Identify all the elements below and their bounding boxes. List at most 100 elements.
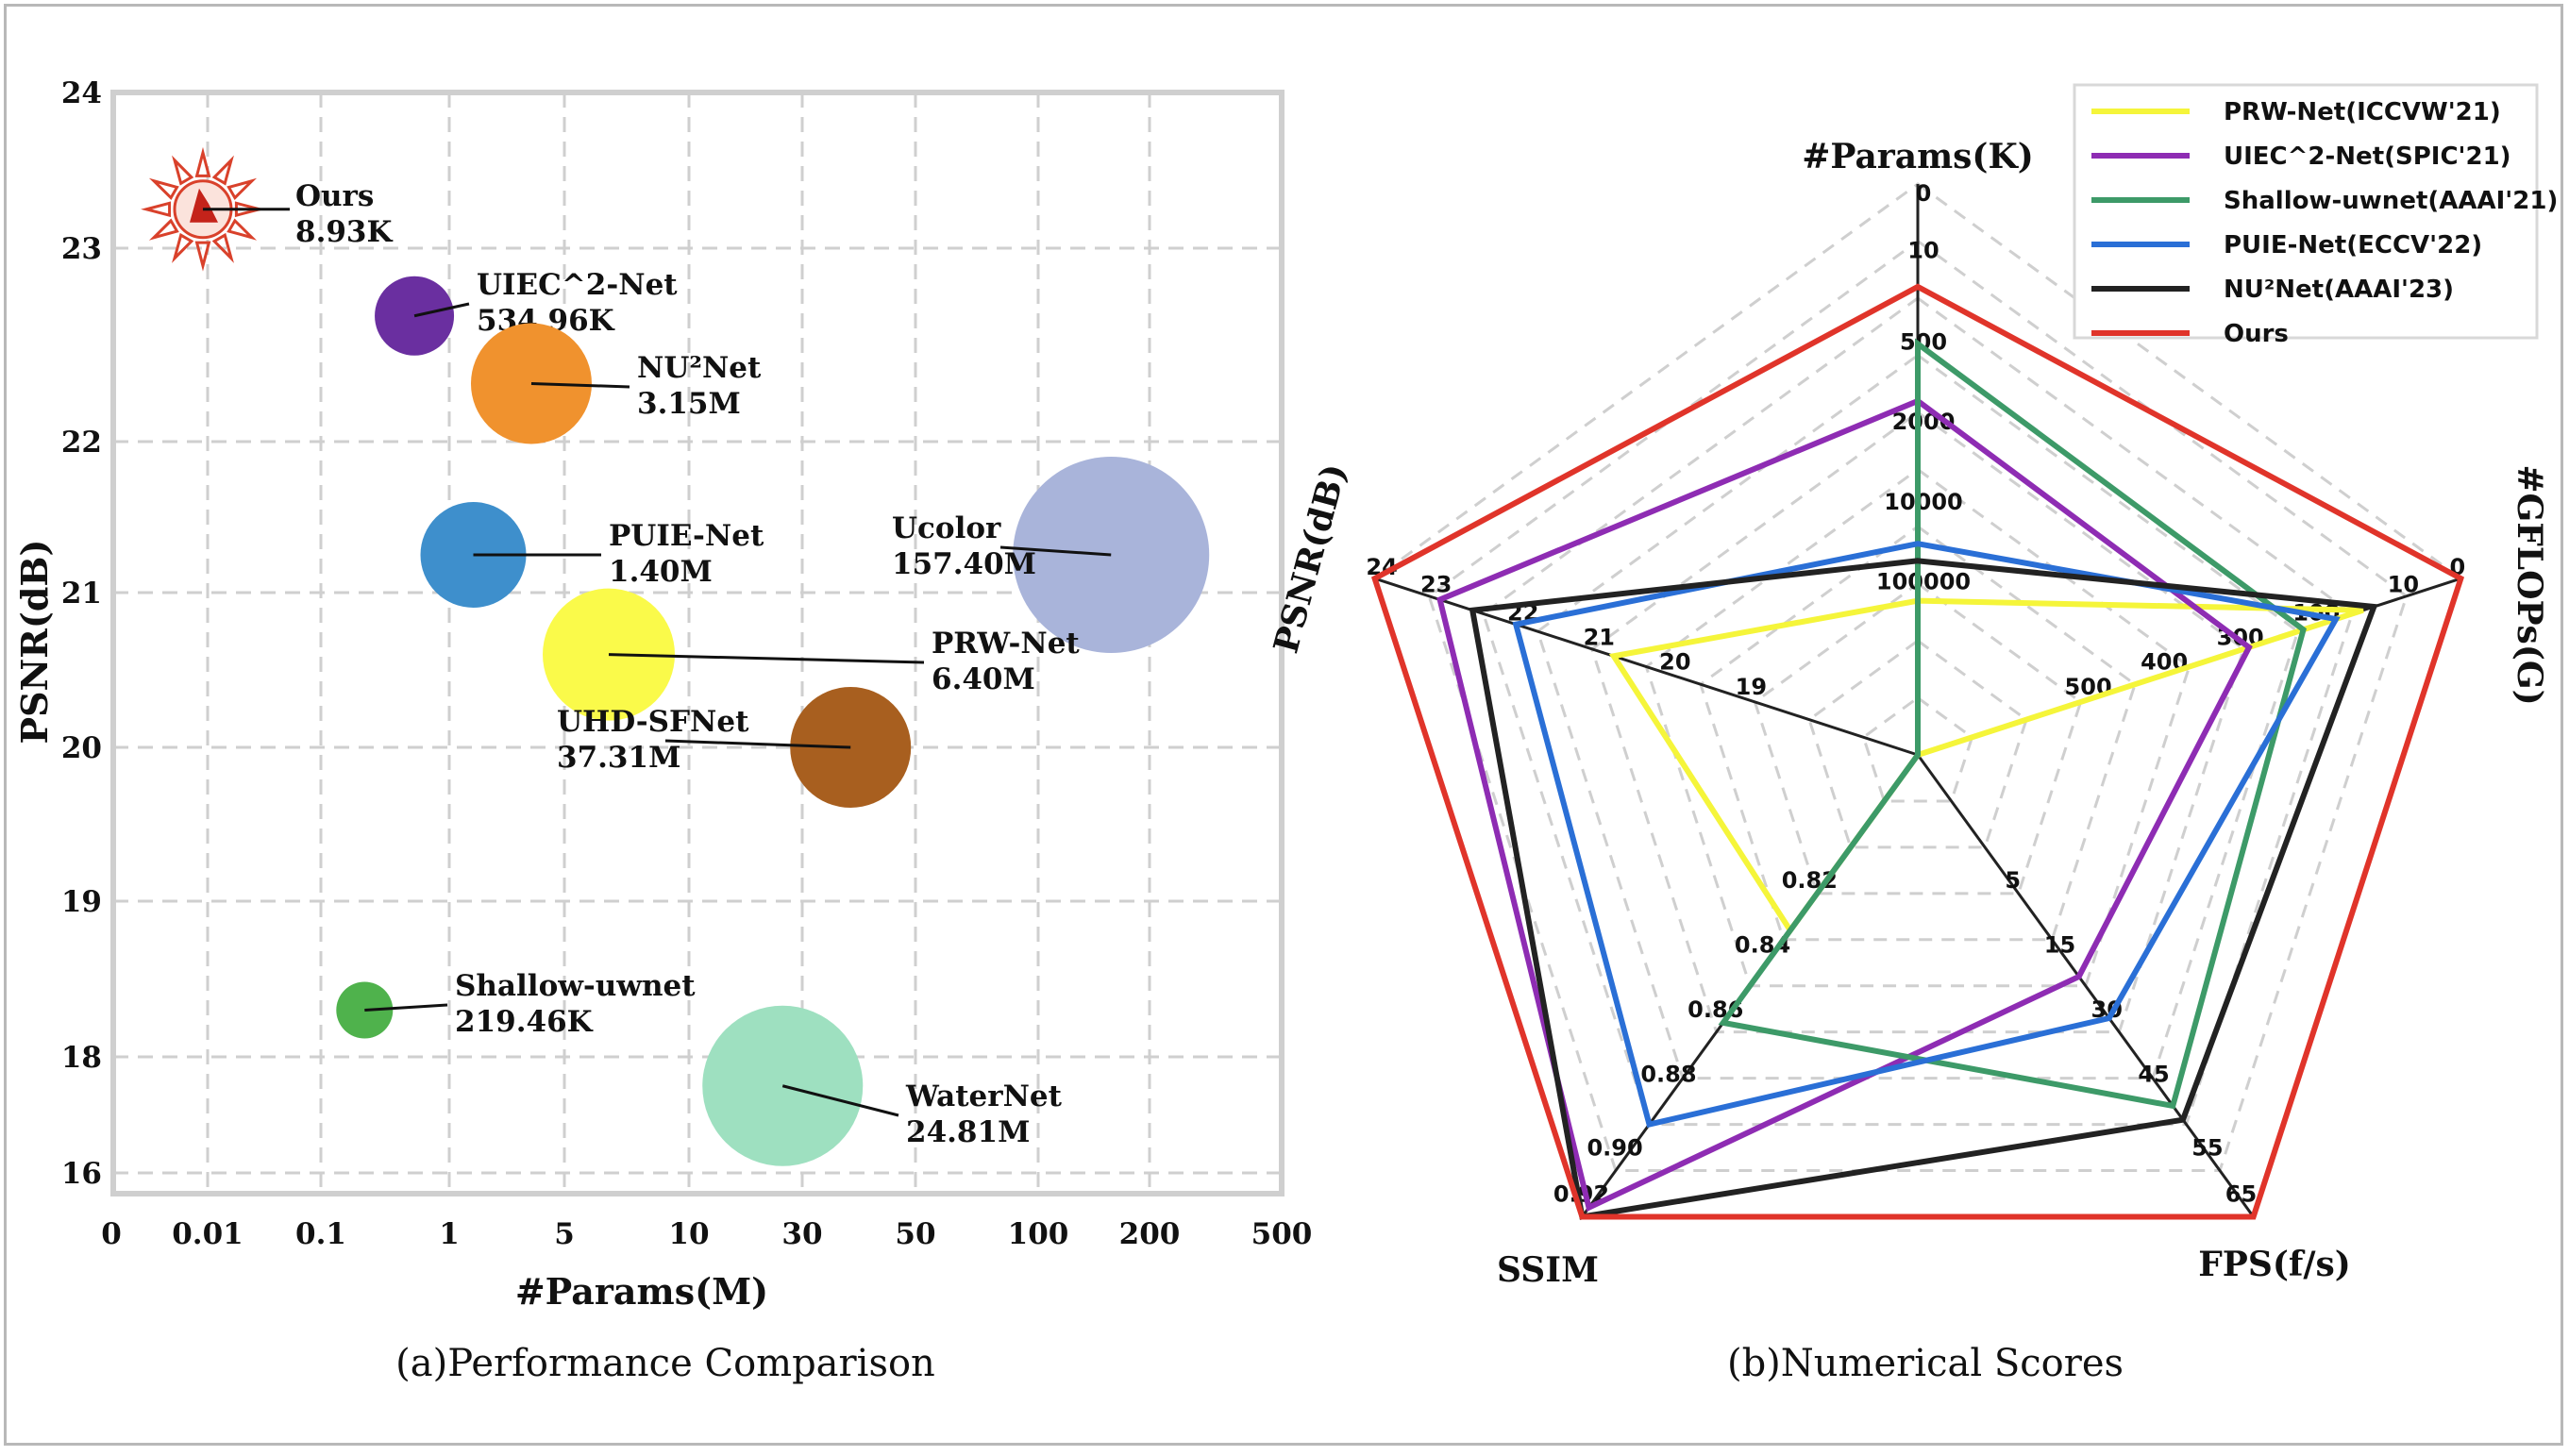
radar-grid-ring xyxy=(1536,353,2300,1080)
bubble-name-label: WaterNet xyxy=(905,1079,1063,1113)
bubble-name-label: NU²Net xyxy=(637,351,762,385)
radar-grid-ring xyxy=(1427,239,2409,1173)
bubble-name-label: Ours xyxy=(295,179,374,213)
bubble-chart: 0 0.01 0.1 1 5 10 30 50 100 200 500 16 18 19 20 21 22 23 2… xyxy=(13,76,1312,1385)
legend-label: Shallow-uwnet(AAAI'21) xyxy=(2224,187,2558,215)
leader-line xyxy=(608,653,925,664)
bubble-name-label: Ucolor xyxy=(892,511,1001,545)
legend-label: UIEC^2-Net(SPIC'21) xyxy=(2224,142,2511,171)
sun-ray xyxy=(172,155,194,186)
bubble-params-label: 8.93K xyxy=(295,215,394,249)
y-tick-label: 21 xyxy=(61,577,102,611)
radar-axis-name: SSIM xyxy=(1497,1250,1599,1290)
radar-series-3 xyxy=(1512,541,2341,1129)
x-tick-label: 30 xyxy=(781,1217,822,1251)
radar-axis-spoke xyxy=(1916,754,2255,1218)
chart-caption: (b)Numerical Scores xyxy=(1727,1342,2124,1385)
legend-label: NU²Net(AAAI'23) xyxy=(2224,276,2454,304)
sun-ray xyxy=(194,146,211,177)
radar-series-4 xyxy=(1469,558,2378,1220)
radar-series-1 xyxy=(1436,397,2253,1212)
radar-tick-label: 55 xyxy=(2191,1135,2223,1162)
bubble-params-label: 3.15M xyxy=(637,387,741,421)
bubble-name-label: UHD-SFNet xyxy=(557,705,749,739)
chart-caption: (a)Performance Comparison xyxy=(395,1342,935,1385)
sun-ray xyxy=(227,218,258,241)
x-tick-label: 50 xyxy=(895,1217,935,1251)
radar-grid-ring xyxy=(1590,410,2245,1034)
radar-tick-label: 0 xyxy=(1916,180,1932,207)
figure-border xyxy=(4,4,2563,1446)
radar-tick-label: 15 xyxy=(2044,931,2075,958)
bubble-name-label: UIEC^2-Net xyxy=(477,268,678,302)
leader-line xyxy=(530,382,630,389)
leader-line xyxy=(413,302,470,318)
y-tick-label: 16 xyxy=(61,1157,102,1191)
radar-axis-name: FPS(f/s) xyxy=(2198,1245,2351,1284)
y-axis-label: PSNR(dB) xyxy=(13,540,56,745)
leader-line xyxy=(999,545,1112,557)
radar-tick-label: 23 xyxy=(1420,571,1452,597)
legend: PRW-Net(ICCVW'21) UIEC^2-Net(SPIC'21) Shal… xyxy=(2073,83,2558,348)
sun-ray xyxy=(172,232,194,263)
leader-line xyxy=(664,739,851,749)
y-tick-label: 24 xyxy=(61,76,102,110)
radar-grid-ring xyxy=(1753,581,2083,895)
y-tick-label: 19 xyxy=(61,885,102,919)
bubble-params-label: 1.40M xyxy=(609,555,713,589)
radar-tick-label: 10 xyxy=(1907,238,1939,264)
x-tick-label: 10 xyxy=(668,1217,709,1251)
bubble-params-label: 24.81M xyxy=(906,1115,1030,1149)
sun-ray xyxy=(141,201,172,218)
radar-grid-ring xyxy=(1699,525,2137,942)
radar-series xyxy=(1370,283,2465,1220)
radar-series-2 xyxy=(1718,338,2307,1110)
radar-grid-ring xyxy=(1481,296,2355,1127)
radar-tick-label: 100000 xyxy=(1876,569,1971,595)
x-axis-label: #Params(M) xyxy=(515,1270,768,1313)
radar-tick-label: 21 xyxy=(1584,625,1615,651)
radar-axis-name: #GFLOPs(G) xyxy=(2510,464,2549,705)
radar-tick-label: 10 xyxy=(2388,571,2419,597)
bubble-name-label: Shallow-uwnet xyxy=(455,969,696,1003)
radar-axis-spoke xyxy=(1374,577,1919,757)
x-tick-label: 1 xyxy=(439,1217,460,1251)
bubble-name-label: PUIE-Net xyxy=(609,519,764,553)
sun-ray xyxy=(148,177,179,201)
legend-label: PRW-Net(ICCVW'21) xyxy=(2224,98,2501,126)
bubble-params-label: 157.40M xyxy=(892,547,1036,581)
y-tick-label: 18 xyxy=(61,1041,102,1075)
sun-ray xyxy=(211,232,234,263)
legend-label: PUIE-Net(ECCV'22) xyxy=(2224,231,2482,259)
radar-tick-label: 10000 xyxy=(1884,489,1963,515)
radar-axis-name: #Params(K) xyxy=(1802,137,2034,176)
sun-ray xyxy=(227,177,258,201)
radar-tick-label: 5 xyxy=(2005,867,2021,894)
bubble-params-label: 219.46K xyxy=(455,1005,594,1039)
sun-ray xyxy=(148,218,179,241)
radar-tick-label: 0.88 xyxy=(1640,1061,1696,1087)
sun-ray xyxy=(211,155,234,186)
radar-series-5 xyxy=(1370,283,2465,1220)
x-tick-label: 0.1 xyxy=(295,1217,346,1251)
leader-line xyxy=(781,1084,899,1117)
legend-label: Ours xyxy=(2224,320,2289,348)
y-tick-label: 23 xyxy=(61,232,102,266)
x-tick-label: 0.01 xyxy=(172,1217,243,1251)
y-tick-label: 20 xyxy=(61,731,102,765)
radar-grid-ring xyxy=(1861,695,1974,803)
bubble-params-label: 37.31M xyxy=(557,741,680,775)
logo-figure xyxy=(189,188,218,223)
x-tick-label: 200 xyxy=(1119,1217,1181,1251)
